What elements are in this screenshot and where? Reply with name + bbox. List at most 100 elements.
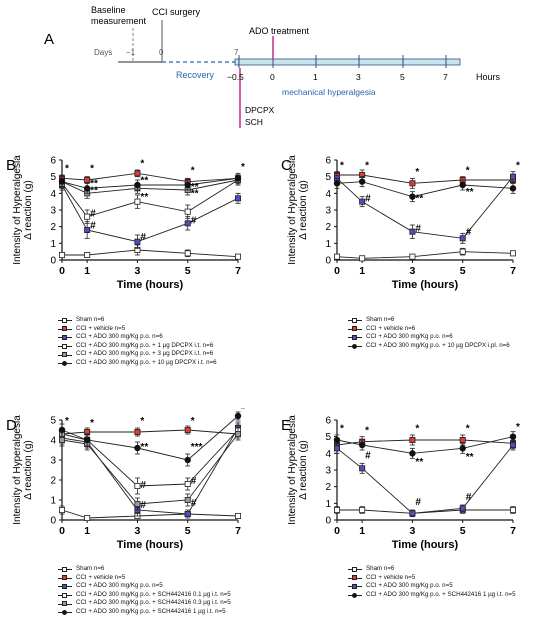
y-axis-label-2: Δ reaction (g) [298, 180, 309, 239]
data-point [359, 255, 366, 262]
panel-d-legend: Sham n=6 CCI + vehicle n=5 CCI + ADO 300 m… [58, 565, 231, 617]
dpcpx-label: DPCPX [245, 105, 275, 115]
x-tick-label: 3 [135, 525, 141, 537]
legend-label: CCI + vehicle n=5 [76, 573, 126, 581]
significance-label: # [466, 227, 472, 238]
panel-label: C [281, 157, 292, 174]
y-tick-label: 1 [50, 496, 56, 507]
significance-label: ** [415, 457, 423, 468]
y-axis-label-2: Δ reaction (g) [298, 440, 309, 499]
legend-item: Sham n=6 [348, 565, 516, 574]
data-point [409, 193, 416, 200]
data-point [358, 441, 366, 449]
legend-marker-icon [58, 342, 72, 350]
data-point [459, 181, 466, 189]
x-tick-label: 0 [334, 525, 340, 537]
legend-item: CCI + vehicle n=5 [348, 574, 516, 583]
significance-label: # [90, 220, 96, 231]
panel-label: D [6, 417, 17, 434]
significance-label: ** [466, 187, 474, 198]
hour-tick-3: 3 [356, 72, 361, 82]
legend-marker-icon [58, 325, 72, 333]
legend-marker-icon [58, 316, 72, 324]
data-point [234, 195, 241, 202]
x-axis-label: Time (hours) [117, 539, 184, 551]
legend-marker-icon [348, 582, 362, 590]
data-point [334, 253, 341, 260]
hyperalgesia-bar [234, 58, 461, 66]
significance-label: * [415, 167, 419, 178]
y-tick-label: 0 [50, 516, 56, 527]
legend-item: CCI + ADO 300 mg/Kg p.o. + SCH442416 0.1… [58, 591, 231, 600]
x-tick-label: 7 [510, 265, 516, 277]
legend-label: CCI + ADO 300 mg/Kg p.o. n=5 [366, 582, 453, 590]
y-tick-label: 2 [50, 476, 56, 487]
significance-label: ** [90, 179, 98, 190]
panel-e-chart: E 0 1 2 3 4 5 6 0 1 3 5 7 Time (hours) Intensity of Hy… [281, 415, 520, 551]
data-point [459, 436, 466, 443]
legend-item: CCI + ADO 300 mg/Kg p.o. + 1 µg DPCPX i.… [58, 342, 217, 351]
significance-label: # [365, 194, 371, 205]
day-tick-7: 7 [234, 48, 239, 57]
data-point [509, 507, 516, 514]
significance-label: ** [140, 192, 148, 203]
significance-label: ** [140, 175, 148, 186]
hyperalgesia-label: mechanical hyperalgesia [282, 87, 376, 97]
legend-item: CCI + ADO 300 mg/Kg p.o. n=6 [348, 333, 510, 342]
legend-label: CCI + ADO 300 mg/Kg p.o. + 10 µg DPCPX i… [366, 341, 510, 349]
y-tick-label: 2 [50, 222, 56, 233]
legend-item: CCI + ADO 300 mg/Kg p.o. + SCH442416 0.3… [58, 599, 231, 608]
legend-item: CCI + vehicle n=5 [58, 325, 217, 334]
y-tick-label: 3 [50, 456, 56, 467]
x-tick-label: 1 [359, 265, 365, 277]
data-point [234, 513, 241, 520]
data-point [409, 450, 416, 457]
y-tick-label: 1 [325, 239, 331, 250]
surgery-label: CCI surgery [152, 7, 201, 17]
series-2 [59, 421, 241, 519]
legend-label: Sham n=6 [366, 565, 395, 572]
y-tick-label: 6 [325, 416, 331, 427]
significance-label: * [140, 159, 144, 170]
y-axis-label-2: Δ reaction (g) [23, 440, 34, 499]
significance-label: * [65, 416, 69, 427]
legend-item: CCI + ADO 300 mg/Kg p.o. n=5 [348, 582, 516, 591]
x-tick-label: 1 [84, 265, 90, 277]
data-point [333, 180, 341, 187]
days-label: Days [94, 48, 112, 57]
data-point [333, 436, 341, 444]
data-point [334, 507, 341, 514]
data-point [59, 436, 66, 443]
y-tick-label: 0 [325, 256, 331, 267]
legend-item: Sham n=6 [58, 316, 217, 325]
data-point [184, 426, 191, 433]
y-tick-label: 6 [50, 156, 56, 167]
x-tick-label: 1 [84, 525, 90, 537]
legend-label: CCI + ADO 300 mg/Kg p.o. + SCH442416 1 µ… [366, 590, 516, 598]
y-tick-label: 5 [50, 416, 56, 427]
significance-label: # [191, 498, 197, 509]
hours-label: Hours [476, 72, 501, 82]
legend-label: CCI + ADO 300 mg/Kg p.o. + 3 µg DPCPX i.… [76, 350, 214, 358]
legend-label: CCI + ADO 300 mg/Kg p.o. + SCH442416 0.1… [76, 590, 231, 598]
data-point [134, 198, 141, 205]
significance-label: * [365, 160, 369, 171]
series-1 [59, 169, 241, 186]
panel-c-chart: C 0 1 2 3 4 5 6 0 1 3 5 7 Time (hours) Intensity of Hy… [281, 155, 520, 291]
significance-label: # [140, 500, 146, 511]
data-point [184, 456, 191, 464]
legend-marker-icon [58, 565, 72, 573]
panel-label: B [6, 157, 16, 174]
legend-marker-icon [58, 591, 72, 599]
data-point [59, 507, 66, 514]
significance-label: * [191, 165, 195, 176]
data-point [358, 178, 366, 185]
sch-label: SCH [245, 117, 263, 127]
legend-label: CCI + vehicle n=6 [366, 324, 416, 332]
significance-label: ** [466, 452, 474, 463]
significance-label: # [466, 492, 472, 503]
legend-marker-icon [58, 600, 72, 608]
timeline-panel: A Baseline measurement CCI surgery ADO t… [44, 5, 501, 128]
significance-label: * [466, 165, 470, 176]
panel-d-chart: D 0 1 2 3 4 5 0 1 3 5 7 Time (hours) Intensity of Hyp… [6, 408, 245, 551]
